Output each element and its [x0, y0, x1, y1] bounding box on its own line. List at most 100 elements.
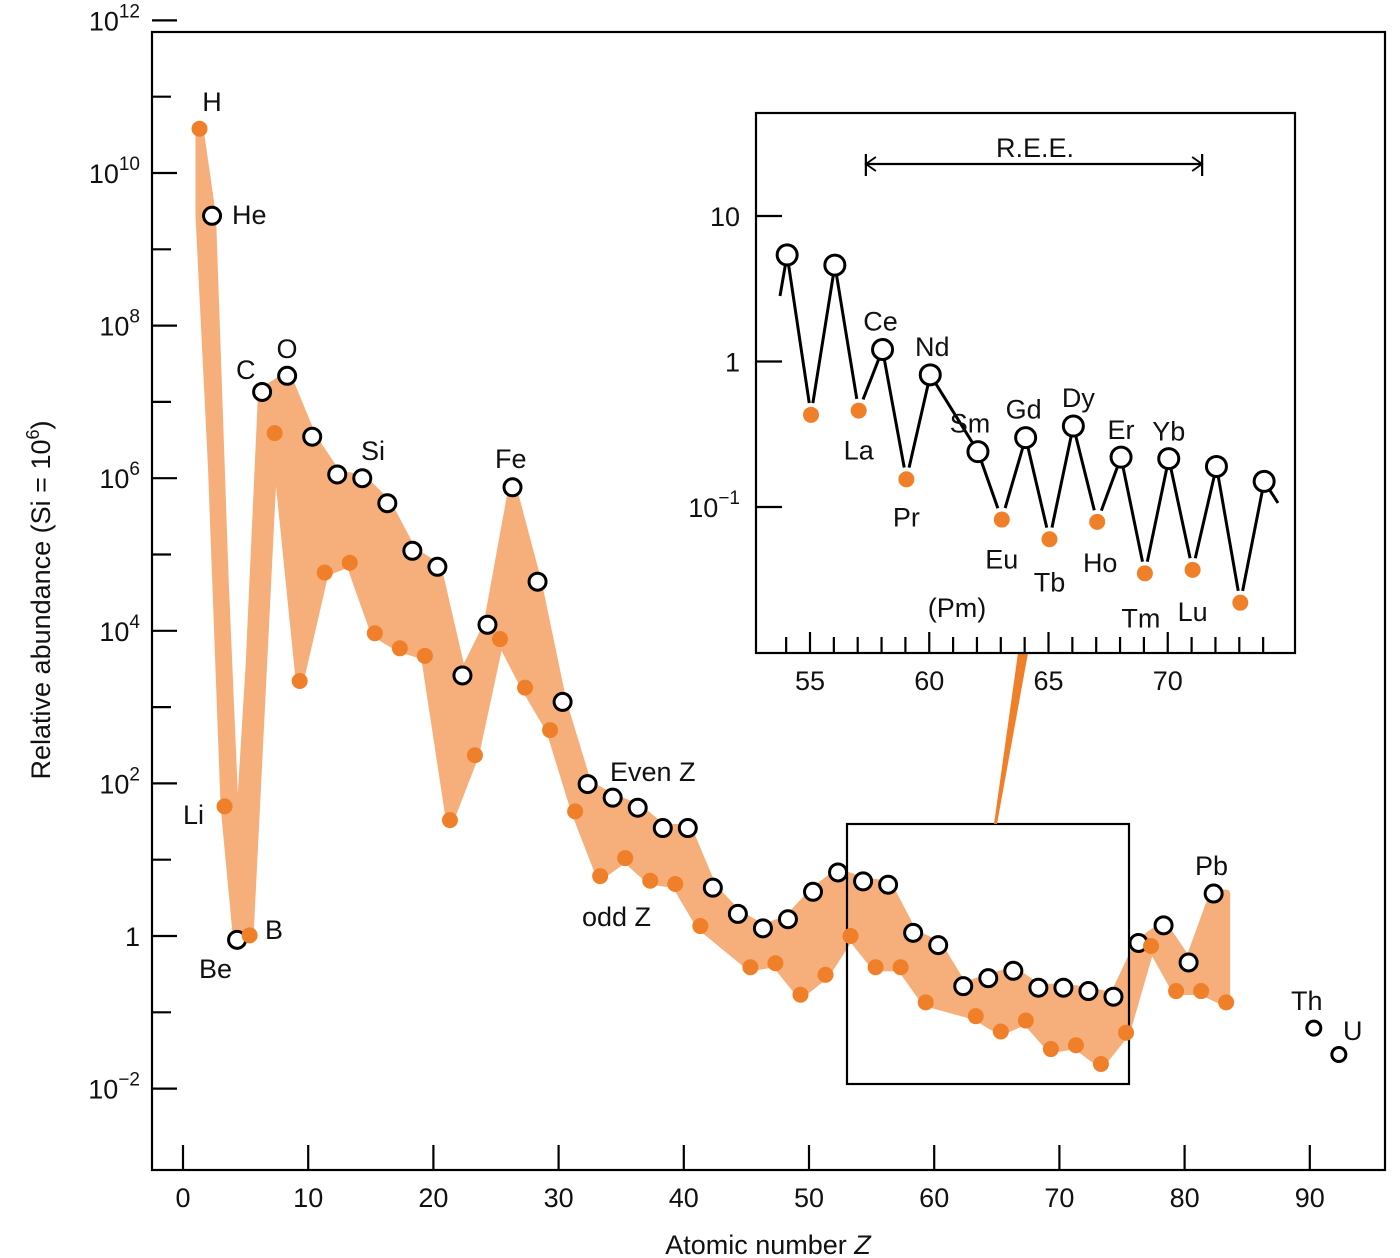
inset-series-line [778, 254, 1280, 603]
label-He: He [232, 200, 267, 230]
even-z-point-Ar [402, 540, 423, 561]
odd-z-point-Au [1168, 983, 1185, 1000]
even-z-point-Fe [502, 477, 523, 498]
even-z-point-Ne [302, 426, 323, 447]
odd-z-point-Tl [1193, 983, 1210, 1000]
inset-even-point [871, 337, 895, 361]
inset-label-Nd: Nd [915, 332, 950, 362]
odd-z-point-Eu [967, 1008, 984, 1025]
inset-even-point [918, 363, 942, 387]
inset-label-La: La [844, 436, 875, 466]
y-tick-label: 1012 [89, 1, 140, 36]
inset-labels: La Ce Pr Nd Sm Eu Gd Tb Dy Ho Er Tm Yb Lu [844, 306, 1208, 633]
odd-z-point-Tm [1042, 1041, 1059, 1058]
even-z-point-Pb [1203, 883, 1224, 904]
odd-z-point-P [366, 625, 383, 642]
even-z-point-Ti [452, 665, 473, 686]
even-z-point-Th [1305, 1019, 1323, 1037]
even-z-point-Mg [327, 464, 348, 485]
zoom-connector [994, 653, 1028, 824]
inset-label-Eu: Eu [985, 545, 1018, 575]
inset-even-point [1252, 469, 1276, 493]
label-H: H [202, 87, 222, 117]
even-z-point-Ba [878, 874, 899, 895]
odd-z-point-Ir [1143, 937, 1160, 954]
odd-z-point-Al [341, 554, 358, 571]
inset-label-Ce: Ce [863, 306, 898, 336]
inset-label-Dy: Dy [1062, 383, 1095, 413]
even-z-point-Yb [1053, 977, 1074, 998]
inset-odd-point [846, 398, 871, 423]
main-plot-frame [150, 30, 1387, 1172]
x-tick-label: 40 [669, 1183, 699, 1213]
y-tick-label: 1 [125, 922, 140, 952]
inset-label-Tm: Tm [1121, 603, 1160, 633]
inset-even-point [1204, 454, 1228, 478]
inset-y-tick-label: 1 [725, 348, 740, 378]
inset-x-tick-label: 70 [1153, 666, 1183, 696]
inset-y-tick-label: 10−1 [688, 488, 740, 523]
even-z-point-Cd [777, 909, 798, 930]
x-tick-label: 50 [794, 1183, 824, 1213]
odd-z-point-Cu [542, 722, 559, 739]
inset-even-point [1014, 426, 1038, 450]
even-z-point-Se [602, 787, 623, 808]
even-z-point-Sr [652, 818, 673, 839]
inset-label-Er: Er [1108, 415, 1135, 445]
x-axis-title: Atomic number Z [665, 1230, 872, 1258]
even-z-point-Nd [928, 935, 949, 956]
even-z-point-Dy [1003, 960, 1024, 981]
inset-even-point [1109, 445, 1133, 469]
y-tick-label: 104 [99, 612, 140, 647]
main-y-axis: 1012 1010 108 106 104 102 1 10−2 [88, 1, 177, 1105]
even-z-point-Sn [803, 881, 823, 902]
label-odd-z: odd Z [582, 902, 651, 932]
label-Li: Li [183, 800, 204, 830]
odd-z-point-V [466, 747, 483, 764]
label-pm-missing: (Pm) [928, 593, 986, 623]
odd-z-point-Na [316, 564, 333, 581]
even-z-point-O [277, 365, 298, 386]
even-z-point-S [377, 493, 398, 514]
x-tick-label: 30 [544, 1183, 574, 1213]
even-z-point-W [1103, 986, 1124, 1007]
even-z-point-Cr [477, 614, 498, 635]
inset-label-Gd: Gd [1006, 395, 1042, 425]
main-x-axis: 0 10 20 30 40 50 60 70 80 90 [175, 1145, 1325, 1213]
odd-z-point-Rb [642, 872, 659, 889]
even-z-point-Hg [1178, 952, 1199, 973]
inset-points [775, 243, 1276, 615]
even-z-point-Er [1028, 977, 1049, 998]
x-tick-label: 10 [293, 1183, 323, 1213]
y-tick-label: 1010 [89, 154, 140, 189]
label-Si: Si [361, 436, 385, 466]
inset-x-tick-label: 60 [914, 666, 944, 696]
inset-label-Ho: Ho [1083, 548, 1118, 578]
ree-zoom-box [845, 822, 1131, 1086]
even-z-point-Pd [752, 918, 773, 939]
odd-z-point-Li [216, 798, 233, 815]
odd-z-point-B [241, 927, 258, 944]
odd-z-point-As [592, 868, 609, 885]
inset-label-Tb: Tb [1034, 567, 1066, 597]
inset-y-axis: 10 1 10−1 [688, 202, 782, 523]
even-z-point-Xe [853, 871, 874, 892]
inset-even-point [823, 253, 847, 277]
even-z-point-Kr [627, 797, 648, 818]
inset-label-Lu: Lu [1178, 597, 1208, 627]
odd-z-point-Ga [567, 803, 584, 820]
inset-odd-point [1132, 561, 1157, 586]
even-z-point-Zr [677, 818, 698, 839]
inset-frame [754, 111, 1297, 655]
odd-z-point-Sb [817, 966, 834, 983]
even-z-point-Ca [427, 556, 448, 577]
even-z-point-He [202, 205, 223, 226]
inset-odd-point [894, 467, 919, 492]
odd-z-point-Ta [1092, 1056, 1109, 1073]
inset-odd-point [799, 402, 823, 427]
inset-odd-point [1180, 557, 1205, 582]
odd-z-point-Mn [492, 631, 508, 648]
inset-odd-point [989, 507, 1014, 532]
inset-even-point [966, 440, 990, 464]
label-Be: Be [199, 954, 232, 984]
